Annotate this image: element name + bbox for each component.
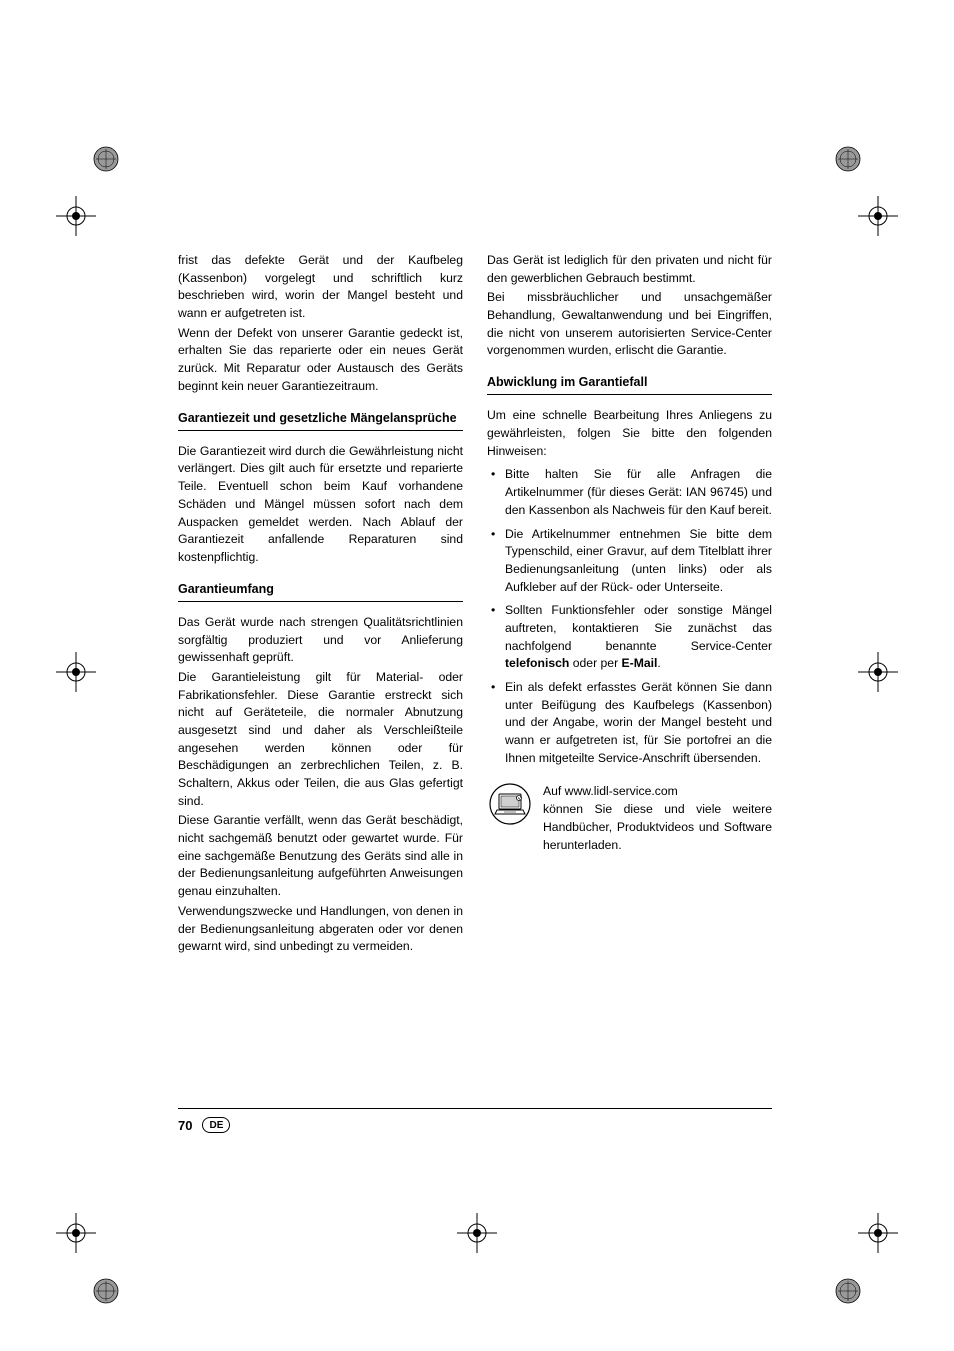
list-item: Bitte halten Sie für alle Anfragen die A… — [487, 466, 772, 519]
right-column: Das Gerät ist lediglich für den privaten… — [487, 252, 772, 958]
list-item: Die Artikelnummer entnehmen Sie bitte de… — [487, 526, 772, 597]
list-item-text: oder per — [569, 656, 621, 670]
registration-mark-icon — [858, 196, 898, 236]
section-heading: Garantiezeit und gesetzliche Mängelanspr… — [178, 410, 463, 426]
info-text: Auf www.lidl-service.com können Sie dies… — [543, 783, 772, 854]
language-badge: DE — [202, 1117, 230, 1133]
paragraph: Bei missbräuchlicher und unsachgemäßer B… — [487, 289, 772, 360]
paragraph: Wenn der Defekt von unserer Garantie ged… — [178, 325, 463, 396]
footer-content: 70 DE — [178, 1117, 772, 1133]
info-block: Auf www.lidl-service.com können Sie dies… — [487, 783, 772, 854]
paragraph: Verwendungszwecke und Handlungen, von de… — [178, 903, 463, 956]
paragraph: Das Gerät ist lediglich für den privaten… — [487, 252, 772, 287]
list-item-text: . — [657, 656, 660, 670]
registration-mark-icon — [56, 1213, 96, 1253]
heading-rule — [178, 601, 463, 602]
bullet-list: Bitte halten Sie für alle Anfragen die A… — [487, 466, 772, 767]
registration-mark-icon — [858, 1213, 898, 1253]
registration-mark-icon — [858, 652, 898, 692]
paragraph: Die Garantieleistung gilt für Material- … — [178, 669, 463, 811]
info-rest: können Sie diese und viele weitere Handb… — [543, 802, 772, 851]
page-number: 70 — [178, 1118, 192, 1133]
registration-mark-icon — [457, 1213, 497, 1253]
list-item: Ein als defekt erfasstes Gerät können Si… — [487, 679, 772, 767]
left-column: frist das defekte Gerät und der Kaufbele… — [178, 252, 463, 958]
corner-mark-icon — [834, 145, 862, 173]
list-item-text: Sollten Funktionsfehler oder sonstige Mä… — [505, 603, 772, 652]
corner-mark-icon — [92, 145, 120, 173]
paragraph: Um eine schnelle Bearbeitung Ihres Anlie… — [487, 407, 772, 460]
heading-rule — [178, 430, 463, 431]
paragraph: Die Garantiezeit wird durch die Gewährle… — [178, 443, 463, 567]
corner-mark-icon — [834, 1277, 862, 1305]
paragraph: Diese Garantie verfällt, wenn das Gerät … — [178, 812, 463, 900]
footer-rule — [178, 1108, 772, 1109]
section-heading: Abwicklung im Garantiefall — [487, 374, 772, 390]
registration-mark-icon — [56, 652, 96, 692]
corner-mark-icon — [92, 1277, 120, 1305]
paragraph: frist das defekte Gerät und der Kaufbele… — [178, 252, 463, 323]
heading-rule — [487, 394, 772, 395]
paragraph: Das Gerät wurde nach strengen Qualitätsr… — [178, 614, 463, 667]
page-content: frist das defekte Gerät und der Kaufbele… — [178, 252, 772, 958]
bold-text: E-Mail — [622, 656, 658, 670]
section-heading: Garantieumfang — [178, 581, 463, 597]
registration-mark-icon — [56, 196, 96, 236]
bold-text: telefonisch — [505, 656, 569, 670]
page-footer: 70 DE — [178, 1108, 772, 1133]
laptop-icon — [487, 783, 533, 825]
list-item: Sollten Funktionsfehler oder sonstige Mä… — [487, 602, 772, 673]
info-url-line: Auf www.lidl-service.com — [543, 784, 678, 798]
